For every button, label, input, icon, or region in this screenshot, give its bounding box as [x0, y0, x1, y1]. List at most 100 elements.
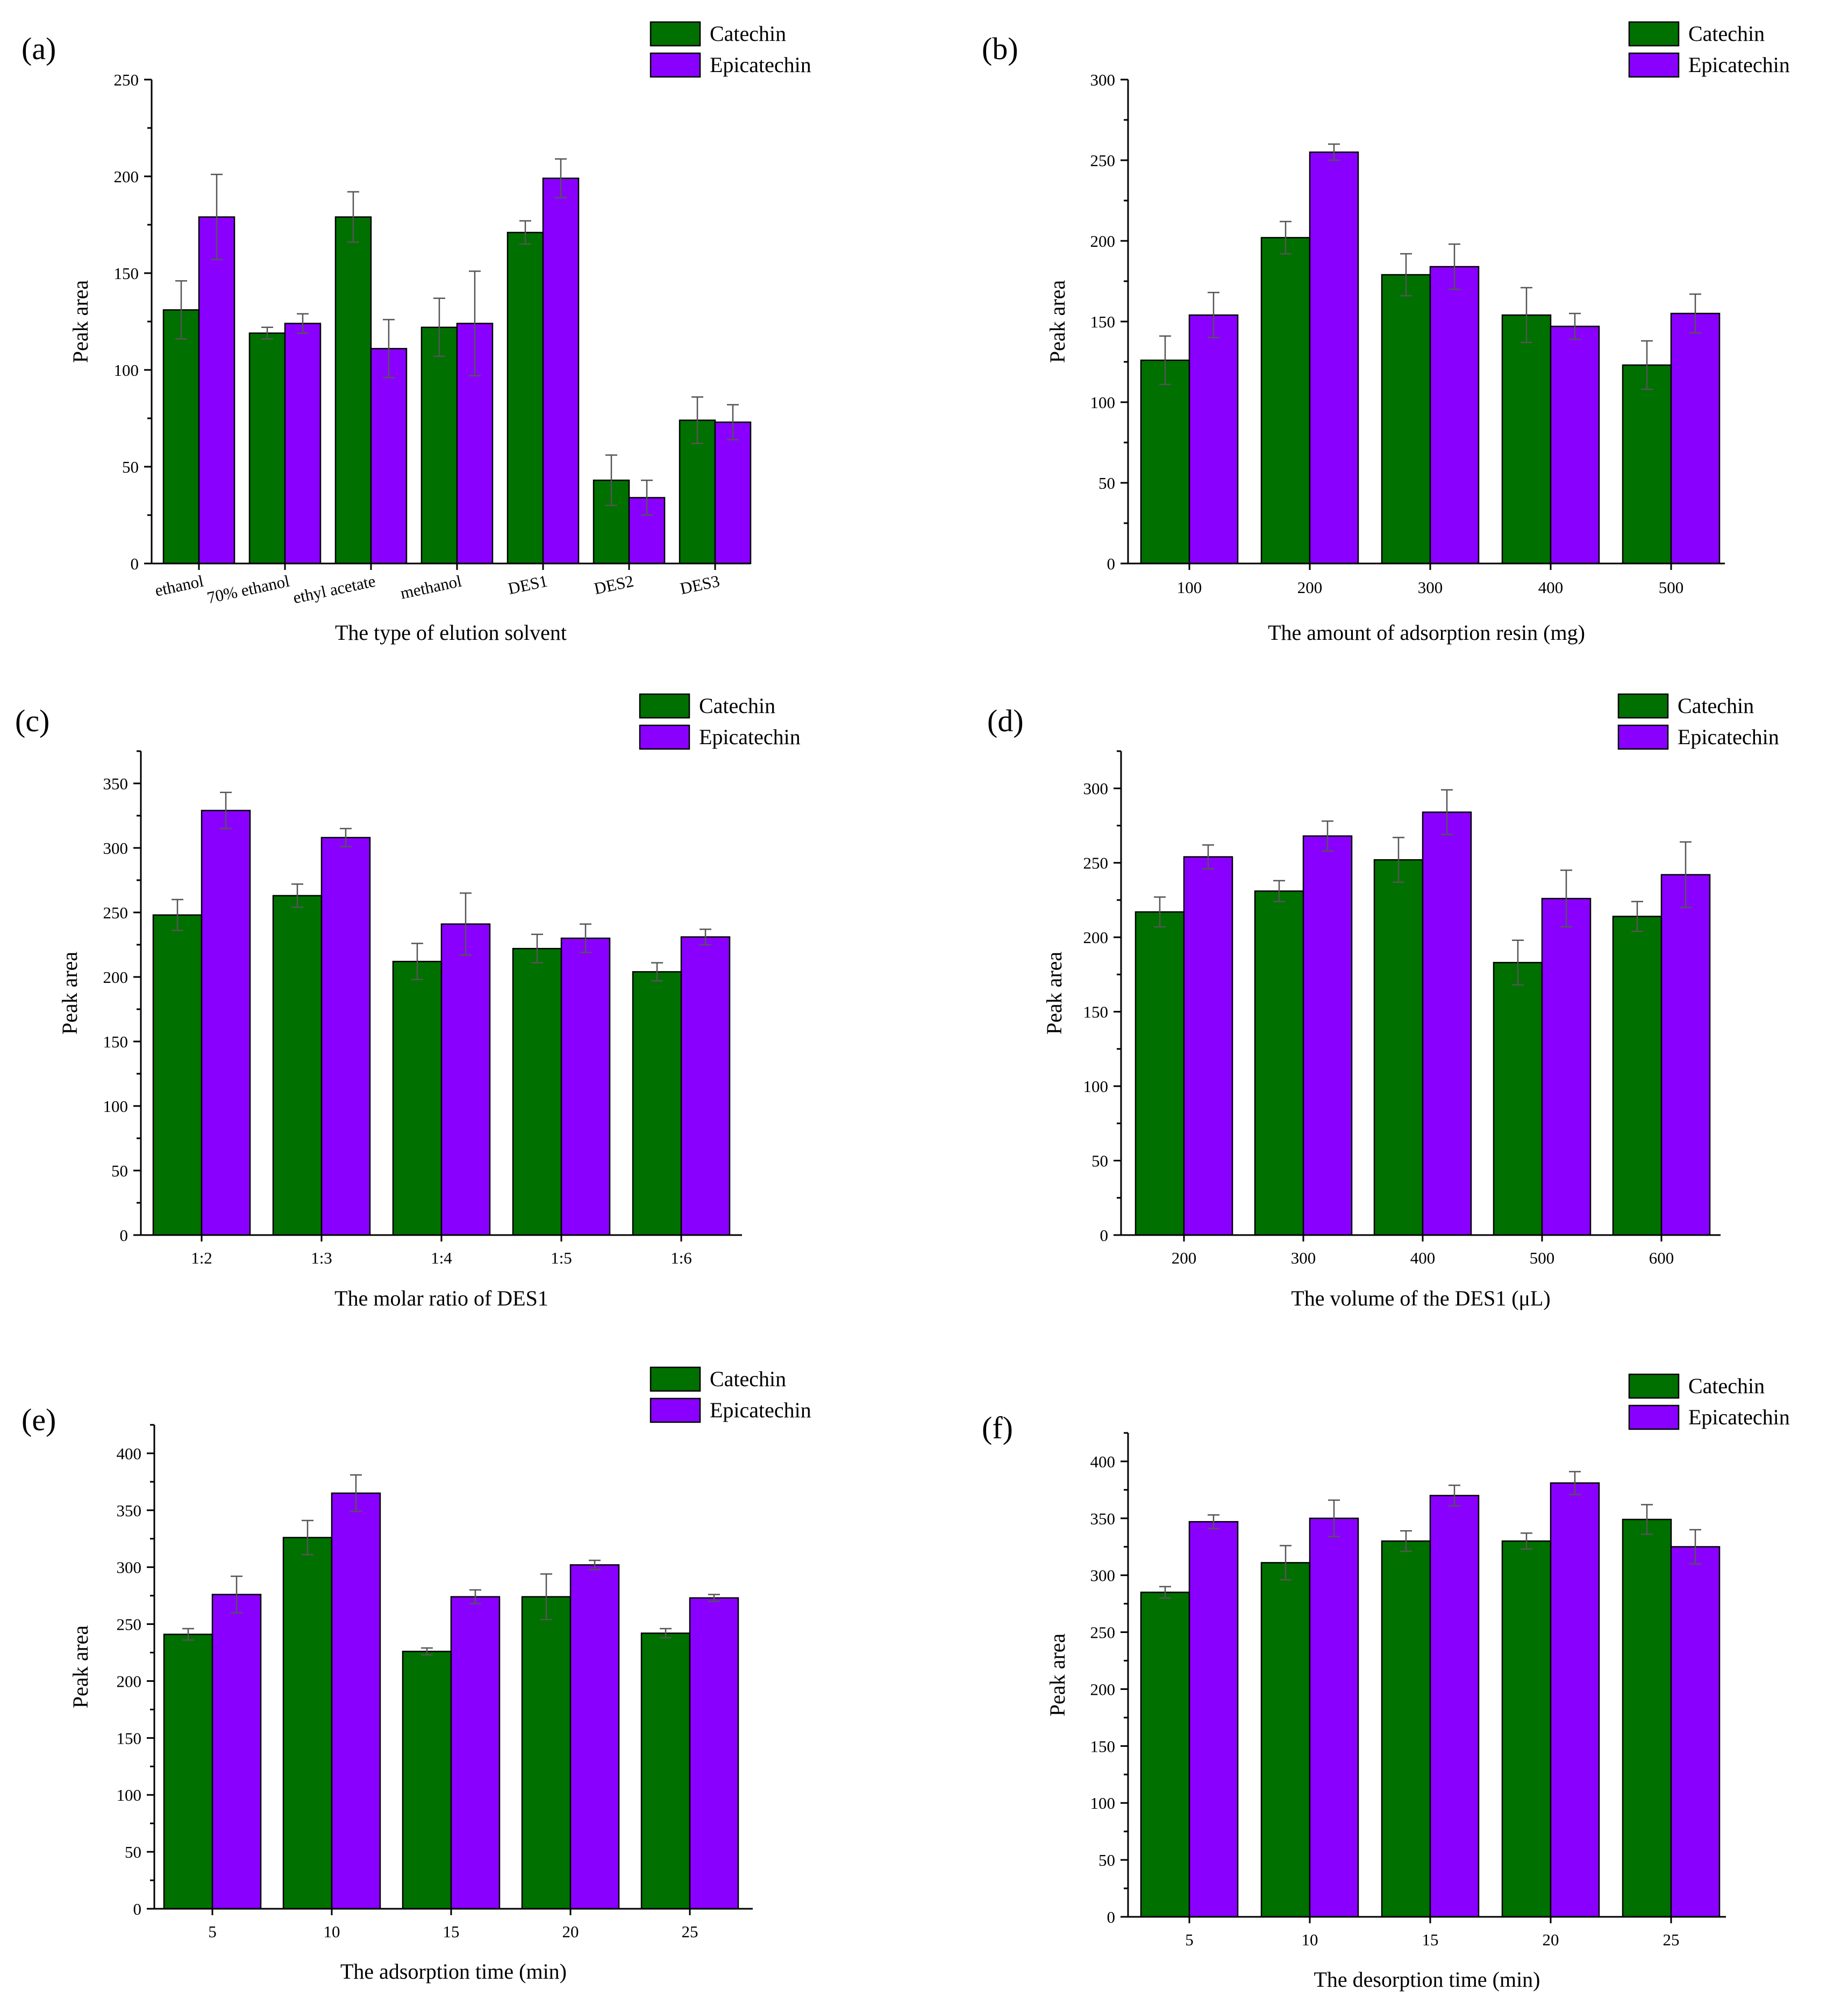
- x-tick-label: 15: [1422, 1930, 1439, 1949]
- y-tick-label: 250: [114, 70, 139, 89]
- bar-catechin-2: [1381, 274, 1431, 565]
- y-tick-label: 50: [1098, 474, 1115, 493]
- y-tick-label: 50: [1091, 1152, 1108, 1171]
- y-tick-label: 0: [1107, 1908, 1116, 1927]
- y-axis-title: Peak area: [68, 280, 92, 363]
- panel-label: (e): [22, 1402, 56, 1437]
- y-tick-label: 300: [117, 1558, 142, 1577]
- x-tick-label: 1:6: [670, 1248, 692, 1267]
- bar-epicatechin-1: [331, 1492, 381, 1910]
- x-tick-label: methanol: [398, 572, 463, 603]
- legend-swatch-catechin: [1628, 1373, 1680, 1399]
- bar-epicatechin-2: [1429, 1495, 1480, 1918]
- bar-catechin-2: [334, 216, 372, 565]
- x-tick-label: 200: [1172, 1248, 1197, 1267]
- bar-epicatechin-2: [1429, 266, 1480, 565]
- panel-label: (c): [15, 703, 49, 738]
- x-tick-label: 20: [562, 1922, 579, 1941]
- y-tick-label: 200: [1090, 1680, 1116, 1699]
- bar-catechin-3: [512, 947, 562, 1236]
- bar-epicatechin-3: [569, 1564, 620, 1910]
- y-tick-label: 150: [1090, 312, 1116, 331]
- x-tick-label: 400: [1410, 1248, 1436, 1267]
- y-tick-label: 200: [117, 1672, 142, 1690]
- y-tick-label: 0: [1107, 554, 1116, 573]
- bar-catechin-3: [420, 326, 458, 565]
- legend-swatch-epicatechin: [639, 724, 690, 750]
- bar-epicatechin-3: [560, 937, 611, 1236]
- x-tick-label: 100: [1177, 578, 1202, 597]
- bar-epicatechin-4: [1670, 1546, 1721, 1918]
- y-tick-label: 100: [1083, 1077, 1109, 1096]
- bar-catechin-1: [1254, 890, 1304, 1236]
- bar-epicatechin-2: [370, 348, 408, 565]
- y-tick-label: 50: [111, 1161, 128, 1180]
- y-axis-title: Peak area: [68, 1625, 92, 1709]
- y-tick-label: 100: [103, 1097, 129, 1116]
- bar-catechin-3: [1493, 961, 1543, 1236]
- x-tick-label: 25: [682, 1922, 698, 1941]
- panel-label: (a): [22, 31, 56, 66]
- x-tick-label: DES3: [679, 572, 722, 598]
- bar-epicatechin-3: [1550, 1482, 1600, 1918]
- x-tick-label: 70% ethanol: [205, 572, 291, 608]
- y-tick-label: 250: [1090, 151, 1116, 170]
- legend-swatch-epicatechin: [1628, 1404, 1680, 1430]
- x-tick-label: 300: [1291, 1248, 1316, 1267]
- x-tick-label: 10: [324, 1922, 340, 1941]
- x-tick-label: 500: [1659, 578, 1684, 597]
- x-tick-label: 10: [1302, 1930, 1318, 1949]
- y-tick-label: 300: [103, 839, 129, 858]
- y-tick-label: 50: [1098, 1851, 1115, 1870]
- bar-catechin-1: [282, 1537, 333, 1910]
- legend-swatch-catechin: [1628, 21, 1680, 47]
- chart-panel-d: (d) 0 50 100 150 200 250 300 200 300 400 500 600 The …: [987, 693, 1779, 1310]
- y-tick-label: 0: [1100, 1226, 1109, 1245]
- y-tick-label: 150: [117, 1729, 142, 1747]
- bar-epicatechin-3: [1541, 897, 1592, 1236]
- bar-catechin-2: [1373, 859, 1424, 1236]
- y-tick-label: 150: [103, 1032, 129, 1051]
- bar-catechin-4: [506, 232, 544, 565]
- chart-panel-f: (f) 0 50 100 150 200 250 300 350 400 5 10 15 20 25 The …: [982, 1373, 1790, 1992]
- legend-label: Epicatechin: [1688, 53, 1790, 77]
- chart-panel-c: (c) 0 50 100 150 200 250 300 350 1:2 1:3 1:4 1:5 1:6 T…: [15, 693, 801, 1310]
- legend: Catechin Epicatechin: [1617, 693, 1779, 750]
- y-tick-label: 200: [1083, 928, 1109, 947]
- bar-catechin-0: [163, 1633, 213, 1910]
- panel-label: (d): [987, 703, 1024, 738]
- panel-label: (f): [982, 1410, 1013, 1445]
- bar-epicatechin-1: [1309, 1517, 1359, 1918]
- bar-catechin-2: [1381, 1540, 1431, 1918]
- y-tick-label: 300: [1090, 70, 1116, 89]
- bar-epicatechin-1: [1302, 835, 1353, 1236]
- bar-epicatechin-1: [284, 323, 322, 565]
- y-tick-label: 100: [1090, 1794, 1116, 1813]
- bar-catechin-4: [1612, 916, 1663, 1236]
- x-axis-title: The desorption time (min): [1314, 1967, 1540, 1992]
- x-tick-label: 15: [443, 1922, 460, 1941]
- legend: Catechin Epicatechin: [1628, 21, 1790, 78]
- panel-label: (b): [982, 31, 1018, 66]
- bar-epicatechin-4: [542, 177, 580, 565]
- bar-epicatechin-0: [211, 1594, 262, 1910]
- bar-epicatechin-3: [1550, 325, 1600, 565]
- bar-epicatechin-4: [689, 1597, 739, 1910]
- y-tick-label: 350: [1090, 1509, 1116, 1528]
- y-tick-label: 350: [103, 774, 129, 793]
- x-axis-title: The molar ratio of DES1: [334, 1286, 548, 1310]
- legend-swatch-catechin: [650, 1366, 701, 1392]
- x-tick-label: 5: [208, 1922, 217, 1941]
- bar-catechin-1: [1260, 1562, 1311, 1918]
- x-tick-label: 1:4: [431, 1248, 452, 1267]
- legend: Catechin Epicatechin: [639, 693, 801, 750]
- y-axis-title: Peak area: [1045, 280, 1069, 363]
- x-tick-label: 400: [1538, 578, 1564, 597]
- x-tick-label: 1:2: [191, 1248, 212, 1267]
- legend-swatch-epicatechin: [650, 1397, 701, 1423]
- y-tick-label: 100: [114, 361, 139, 380]
- bar-epicatechin-2: [450, 1596, 501, 1910]
- y-tick-label: 150: [114, 264, 139, 283]
- y-tick-label: 100: [1090, 393, 1116, 412]
